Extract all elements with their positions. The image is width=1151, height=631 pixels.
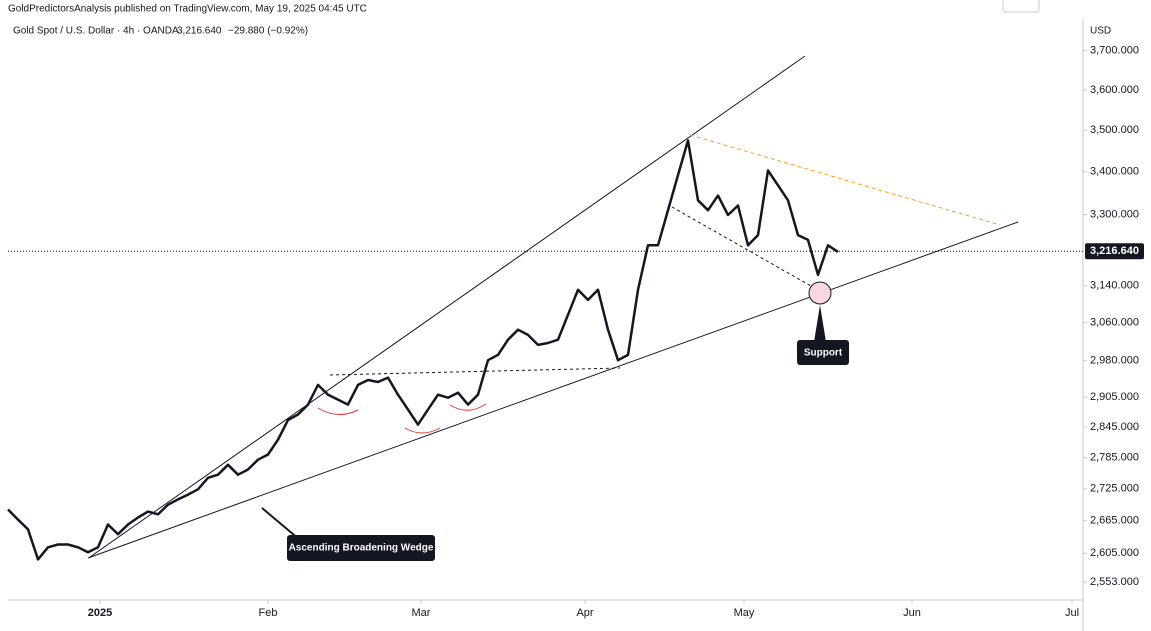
y-tick-label: 2,980.000 bbox=[1090, 355, 1139, 367]
x-tick-label: Mar bbox=[412, 607, 431, 619]
header-price: 3,216.640 bbox=[177, 26, 222, 37]
y-tick-label: 3,060.000 bbox=[1090, 317, 1139, 329]
publisher: GoldPredictorsAnalysis published on Trad… bbox=[8, 4, 367, 15]
neckline bbox=[329, 367, 621, 376]
y-unit: USD bbox=[1090, 26, 1111, 37]
x-tick-label: Apr bbox=[576, 607, 593, 619]
support-circle bbox=[808, 281, 832, 305]
x-tick-label: Feb bbox=[259, 607, 278, 619]
x-tick-label: Jun bbox=[903, 607, 921, 619]
callout-line bbox=[261, 507, 301, 541]
x-tick-label: May bbox=[734, 607, 755, 619]
wedge-label-box bbox=[287, 535, 435, 561]
y-tick-label: 3,400.000 bbox=[1090, 166, 1139, 178]
y-tick-label: 2,725.000 bbox=[1090, 483, 1139, 495]
y-tick-label: 3,300.000 bbox=[1090, 208, 1139, 220]
arc bbox=[404, 427, 441, 434]
y-tick-label: 2,845.000 bbox=[1090, 421, 1139, 433]
wedge-label: Ascending Broadening Wedge bbox=[289, 543, 434, 554]
x-tick-label: Jul bbox=[1065, 607, 1079, 619]
y-tick-label: 3,500.000 bbox=[1090, 124, 1139, 136]
y-tick-label: 2,785.000 bbox=[1090, 452, 1139, 464]
arc bbox=[317, 407, 359, 415]
y-tick-label: 3,600.000 bbox=[1090, 84, 1139, 96]
last-price-tag bbox=[1085, 243, 1144, 260]
header-change: −29.880 (−0.92%) bbox=[228, 26, 308, 37]
arc bbox=[449, 403, 487, 411]
symbol: Gold Spot / U.S. Dollar · 4h · OANDA bbox=[13, 26, 179, 37]
y-tick-label: 2,605.000 bbox=[1090, 547, 1139, 559]
y-tick-label: 2,665.000 bbox=[1090, 515, 1139, 527]
support-label-box bbox=[797, 340, 849, 365]
support-label: Support bbox=[804, 348, 843, 359]
callout-pointer bbox=[814, 305, 826, 342]
price-line bbox=[7, 139, 839, 561]
logo-button[interactable] bbox=[1002, 0, 1040, 13]
y-tick-label: 3,700.000 bbox=[1090, 45, 1139, 57]
y-tick-label: 3,140.000 bbox=[1090, 280, 1139, 292]
wedge-lower bbox=[87, 221, 1019, 559]
resistance-line bbox=[689, 134, 1001, 226]
y-tick-label: 2,905.000 bbox=[1090, 391, 1139, 403]
last-price-label: 3,216.640 bbox=[1090, 245, 1139, 257]
x-tick-label: 2025 bbox=[88, 607, 112, 619]
trend-dash bbox=[671, 206, 819, 291]
y-tick-label: 2,553.000 bbox=[1090, 576, 1139, 588]
wedge-upper bbox=[89, 55, 806, 558]
